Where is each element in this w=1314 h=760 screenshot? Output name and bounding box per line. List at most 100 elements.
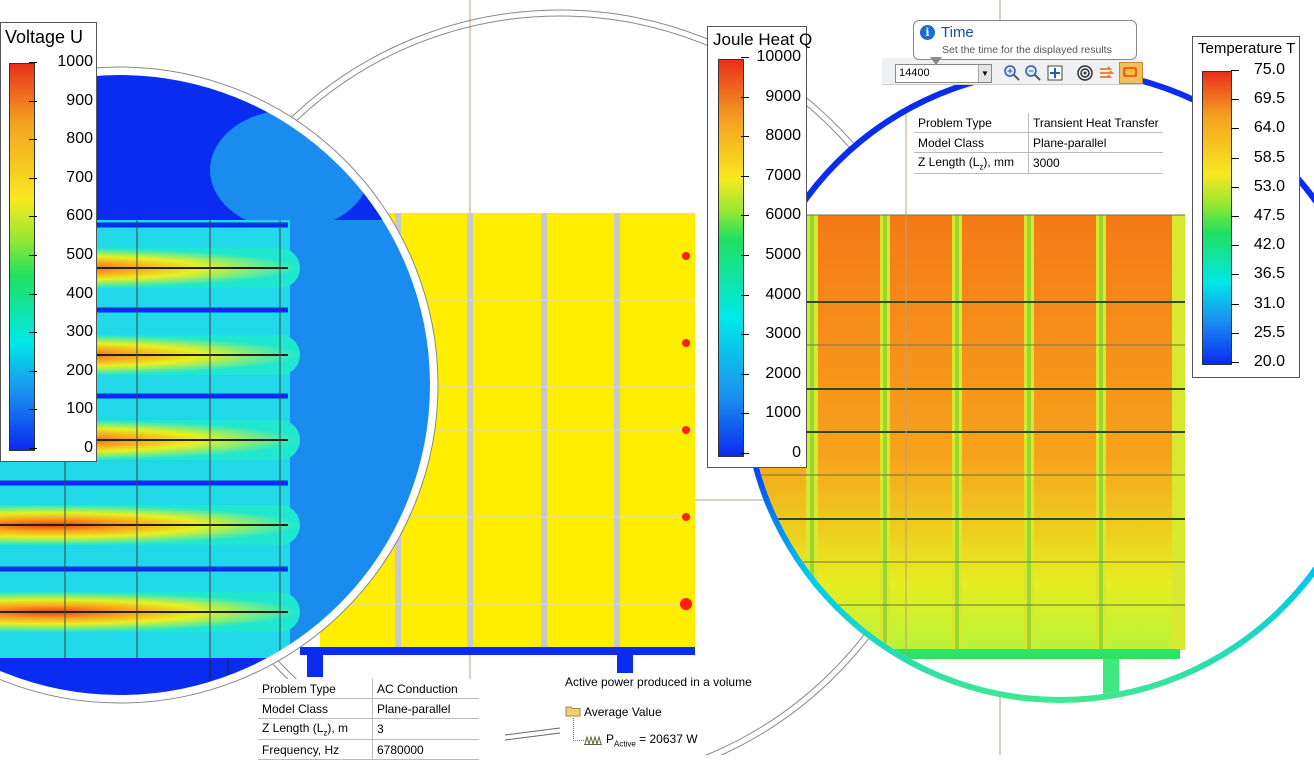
voltage-tick-mark	[29, 370, 37, 372]
temperature-tick-mark	[1231, 70, 1239, 71]
tooltip-title: Time	[941, 24, 974, 41]
temperature-legend: Temperature T 75.0 69.5 64.0 58.5 53.0 47.5 42…	[1192, 36, 1300, 378]
property-key: Z Length (Lz), m	[258, 718, 373, 741]
voltage-tick-mark	[29, 62, 37, 63]
voltage-tick-label: 300	[66, 323, 93, 341]
temperature-tick-mark	[1231, 157, 1239, 159]
temperature-tick-label: 75.0	[1253, 61, 1285, 78]
temperature-tick-label: 25.5	[1253, 323, 1285, 341]
zoom-fit-icon[interactable]	[1046, 64, 1064, 82]
property-key-tail: ), mm	[983, 155, 1015, 169]
power-value-text: = 20637 W	[639, 732, 698, 746]
temperature-tick-label: 42.0	[1253, 236, 1285, 254]
property-key: Problem Type	[258, 679, 373, 699]
temperature-tick-label: 36.5	[1253, 265, 1285, 283]
joule-heat-tick-label: 4000	[765, 285, 801, 303]
temperature-color-bar	[1202, 71, 1232, 365]
property-value: 6780000	[372, 739, 479, 760]
property-key: Model Class	[258, 698, 373, 719]
voltage-legend: Voltage U 1000 900 800 700 600 500 400 300 200 10…	[0, 22, 97, 462]
voltage-tick-label: 500	[66, 246, 93, 263]
voltage-legend-title: Voltage U	[5, 27, 84, 47]
joule-heat-tick-mark	[741, 215, 749, 217]
temperature-tick-label: 64.0	[1253, 119, 1285, 137]
temperature-tick-label: 20.0	[1253, 353, 1285, 370]
temperature-tick-label: 69.5	[1253, 90, 1285, 108]
tree-connector	[573, 718, 586, 741]
temperature-tick-mark	[1231, 186, 1239, 188]
heat-problem-table: Problem Type Transient Heat Transfer Model…	[914, 113, 1163, 175]
temperature-tick-mark	[1231, 216, 1239, 217]
joule-heat-tick-label: 7000	[765, 166, 801, 184]
joule-heat-color-bar	[718, 59, 744, 457]
temperature-tick-mark	[1231, 274, 1239, 276]
voltage-tick-mark	[29, 100, 37, 102]
voltage-tick-label: 400	[66, 284, 93, 302]
joule-heat-tick-mark	[741, 453, 749, 454]
property-value: Plane-parallel	[372, 698, 479, 719]
property-row: Frequency, Hz 6780000	[258, 739, 479, 760]
voltage-tick-mark	[29, 216, 37, 218]
temperature-tick-mark	[1231, 128, 1239, 130]
voltage-tick-mark	[29, 332, 37, 334]
joule-heat-tick-mark	[741, 413, 749, 415]
voltage-tick-mark	[29, 448, 37, 449]
temperature-legend-title: Temperature T	[1198, 40, 1296, 57]
temperature-tick-mark	[1231, 332, 1239, 334]
voltage-tick-mark	[29, 409, 37, 411]
joule-heat-tick-label: 9000	[765, 87, 801, 105]
time-tooltip: i Time Set the time for the displayed re…	[913, 20, 1137, 60]
property-key: Model Class	[914, 132, 1029, 153]
folder-icon	[565, 704, 581, 717]
temperature-tick-mark	[1231, 99, 1239, 101]
zoom-out-icon[interactable]	[1024, 64, 1042, 82]
joule-heat-legend-title: Joule Heat Q	[713, 30, 813, 49]
zoom-in-icon[interactable]	[1003, 64, 1021, 82]
property-key-subscript: z	[323, 728, 328, 738]
voltage-tick-label: 100	[66, 400, 93, 418]
joule-heat-tick-mark	[741, 57, 749, 58]
target-icon[interactable]	[1076, 64, 1094, 82]
voltage-tick-mark	[29, 293, 37, 295]
voltage-tick-label: 700	[66, 168, 93, 186]
property-row: Model Class Plane-parallel	[258, 698, 479, 719]
temperature-tick-mark	[1231, 303, 1239, 305]
temperature-tick-mark	[1231, 362, 1239, 363]
property-key-tail: ), m	[327, 721, 349, 735]
property-key: Problem Type	[914, 113, 1029, 133]
heatmap-icon[interactable]	[1119, 62, 1143, 84]
joule-heat-tick-label: 2000	[765, 364, 801, 382]
temperature-tick-mark	[1231, 245, 1239, 247]
joule-heat-tick-mark	[741, 373, 749, 375]
time-select[interactable]: 14400 ▼	[895, 64, 992, 83]
property-value: 3	[372, 718, 479, 741]
temperature-tick-label: 58.5	[1253, 148, 1285, 166]
flow-icon[interactable]	[1098, 64, 1116, 82]
voltage-tick-label: 0	[84, 439, 93, 456]
temperature-tick-label: 53.0	[1253, 177, 1285, 195]
property-key: Z Length (Lz), mm	[914, 152, 1029, 175]
chevron-down-icon: ▼	[978, 65, 991, 82]
joule-heat-tick-mark	[741, 136, 749, 138]
property-value: 3000	[1028, 152, 1163, 175]
average-value-node[interactable]: Average Value	[584, 705, 662, 719]
joule-heat-tick-label: 0	[792, 444, 801, 461]
joule-heat-tick-label: 6000	[765, 206, 801, 224]
joule-heat-tick-label: 3000	[765, 325, 801, 343]
voltage-tick-label: 200	[66, 361, 93, 379]
joule-heat-tick-label: 5000	[765, 246, 801, 263]
voltage-tick-label: 900	[66, 91, 93, 109]
active-power-panel: Active power produced in a volume Averag…	[562, 674, 762, 754]
joule-heat-tick-mark	[741, 255, 749, 256]
temperature-tick-label: 47.5	[1253, 207, 1285, 224]
joule-heat-tick-mark	[741, 175, 749, 177]
property-value: Plane-parallel	[1028, 132, 1163, 153]
time-select-value: 14400	[899, 67, 930, 79]
property-row: Problem Type AC Conduction	[258, 679, 479, 699]
voltage-tick-label: 600	[66, 207, 93, 225]
power-symbol: P	[606, 732, 615, 746]
info-icon: i	[920, 25, 935, 40]
